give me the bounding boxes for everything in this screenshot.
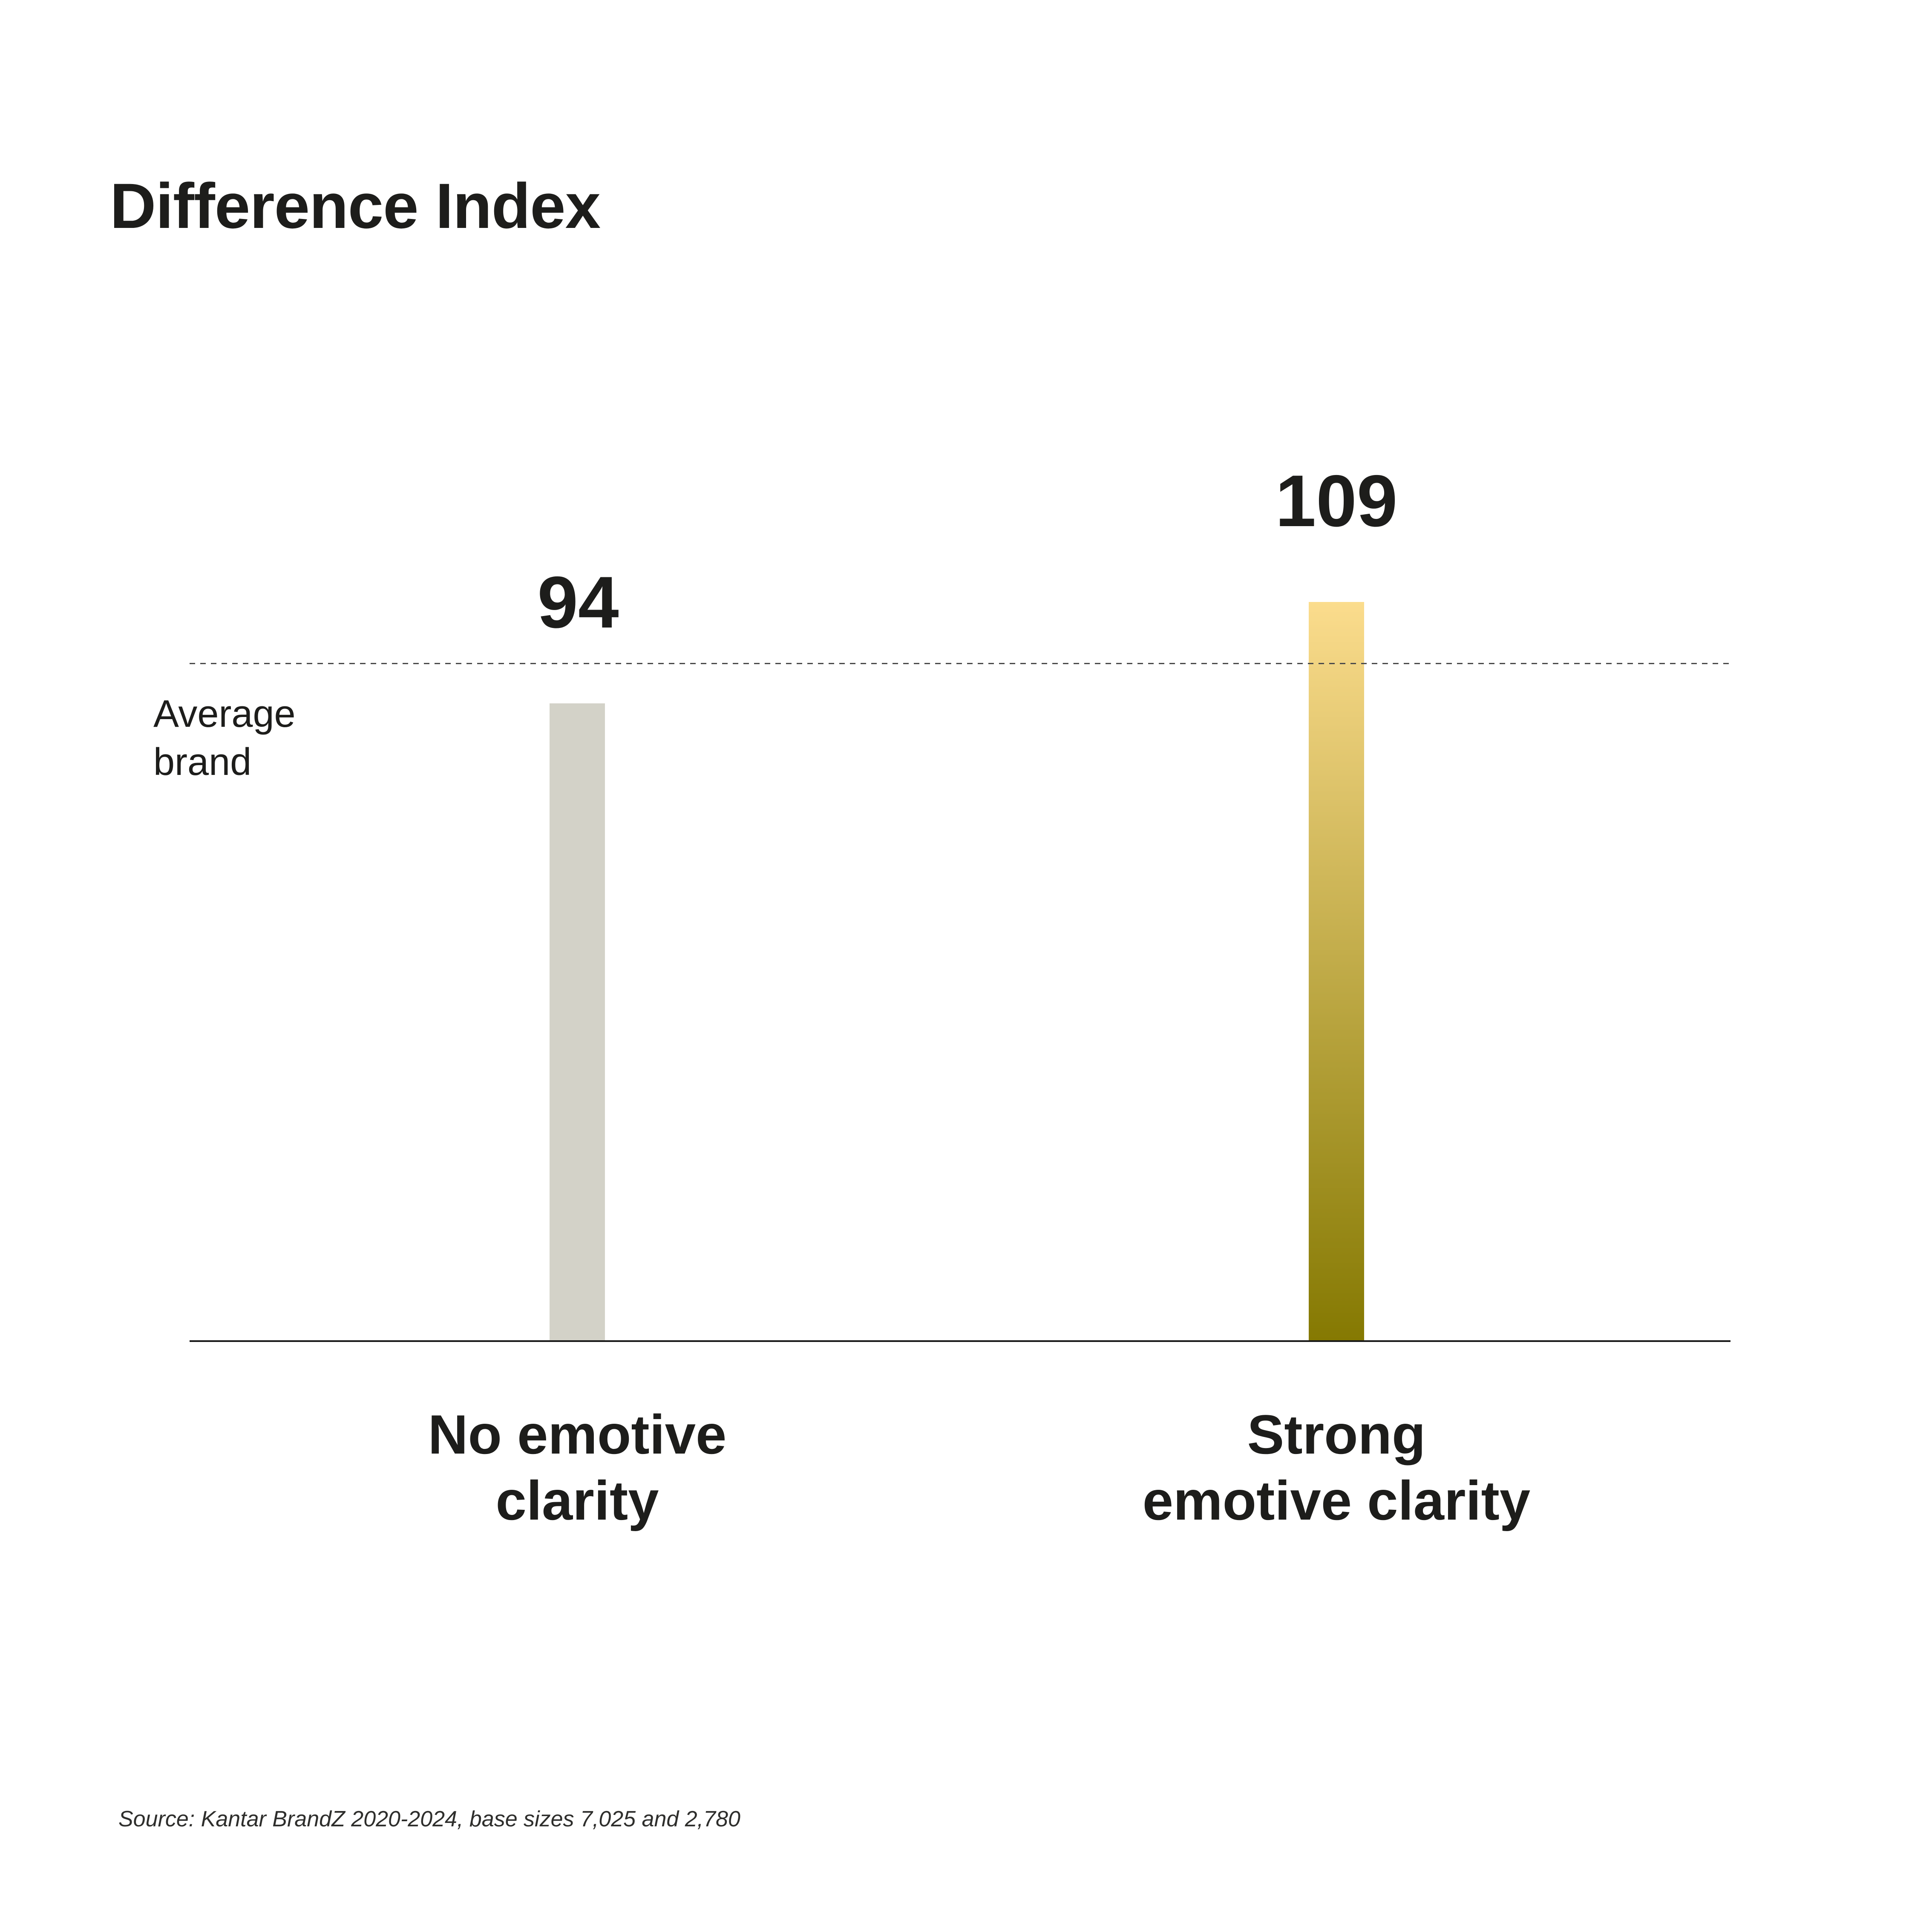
chart-title: Difference Index bbox=[110, 170, 601, 242]
category-label-no-emotive-clarity: No emotive clarity bbox=[428, 1403, 727, 1532]
source-note: Source: Kantar BrandZ 2020-2024, base si… bbox=[118, 1807, 740, 1831]
bar-strong-emotive-clarity bbox=[1309, 602, 1364, 1340]
bar-no-emotive-clarity bbox=[550, 703, 605, 1340]
category-label-strong-emotive-clarity: Strong emotive clarity bbox=[1142, 1403, 1531, 1532]
x-axis-baseline bbox=[190, 1340, 1730, 1342]
value-label-no-emotive-clarity: 94 bbox=[537, 561, 619, 644]
value-label-strong-emotive-clarity: 109 bbox=[1275, 460, 1398, 542]
average-brand-label: Average brand bbox=[153, 693, 296, 783]
average-brand-reference-line bbox=[190, 663, 1730, 664]
